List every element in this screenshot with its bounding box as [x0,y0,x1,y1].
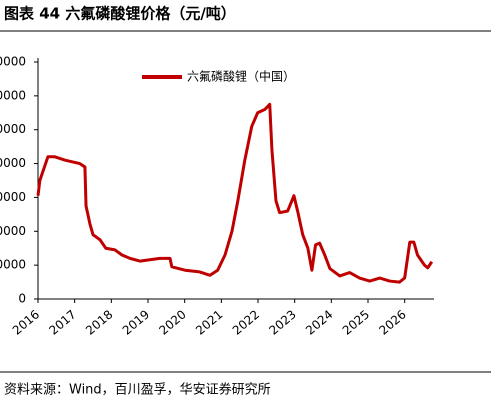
y-tick-label: 700000 [0,55,26,69]
y-tick-label: 300000 [0,190,26,204]
x-tick-label: 2018 [83,307,115,337]
x-tick-label: 2021 [193,307,225,337]
x-tick-label: 2025 [340,307,372,337]
x-tick-label: 2024 [303,307,335,337]
x-tick-label: 2023 [266,307,298,337]
series-line [36,102,434,284]
x-tick-label: 2017 [46,307,78,337]
source: 资料来源：Wind，百川盈孚，华安证券研究所 [4,382,271,398]
y-tick-label: 100000 [0,258,26,272]
x-tick-label: 2019 [120,307,152,337]
x-tick-label: 2016 [10,307,42,337]
y-tick-label: 600000 [0,88,26,102]
y-tick-label: 400000 [0,156,26,170]
chart-title: 图表 44 六氟磷酸锂价格（元/吨） [4,5,236,23]
y-tick-label: 0 [18,292,26,306]
x-tick-label: 2022 [230,307,262,337]
legend: 六氟磷酸锂（中国） [142,69,295,84]
y-tick-label: 200000 [0,224,26,238]
x-tick-label: 2020 [156,307,188,337]
y-tick-label: 500000 [0,122,26,136]
x-tick-label: 2026 [376,307,408,337]
legend-label: 六氟磷酸锂（中国） [187,69,295,84]
